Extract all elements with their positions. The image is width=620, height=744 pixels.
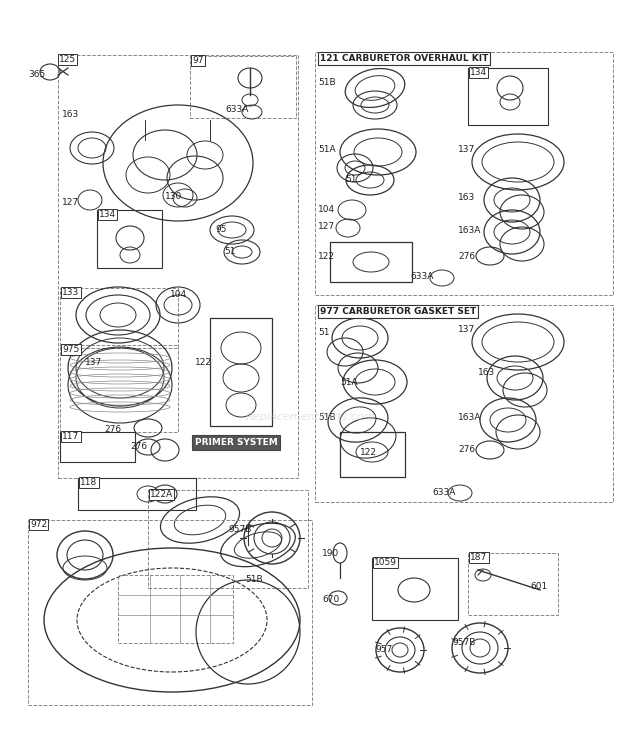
Bar [315, 305, 613, 502]
Text: 127: 127 [318, 222, 335, 231]
Bar [210, 318, 272, 426]
Text: 118: 118 [80, 478, 97, 487]
Text: 122: 122 [195, 358, 212, 367]
Text: 117: 117 [62, 432, 79, 441]
Text: 276: 276 [104, 425, 121, 434]
Text: 1059: 1059 [374, 558, 397, 567]
Text: 633A: 633A [410, 272, 433, 281]
Text: ReplacementParts.com: ReplacementParts.com [246, 411, 374, 422]
Text: 51: 51 [318, 328, 329, 337]
Text: 133: 133 [62, 288, 79, 297]
Bar [58, 55, 298, 478]
Text: 122A: 122A [150, 490, 173, 499]
Bar [97, 210, 162, 268]
Text: 137: 137 [85, 358, 102, 367]
Text: 163A: 163A [458, 226, 481, 235]
Text: 51A: 51A [318, 145, 335, 154]
Bar [340, 432, 405, 477]
Bar [60, 432, 135, 462]
Text: 137: 137 [458, 325, 476, 334]
Text: 633A: 633A [432, 488, 455, 497]
Text: 121 CARBURETOR OVERHAUL KIT: 121 CARBURETOR OVERHAUL KIT [320, 54, 489, 63]
Text: 97: 97 [192, 56, 203, 65]
Text: 975: 975 [62, 345, 79, 354]
Text: 670: 670 [322, 595, 339, 604]
Text: 134: 134 [470, 68, 487, 77]
Text: 125: 125 [59, 55, 76, 64]
Text: 190: 190 [322, 549, 339, 558]
Bar [468, 553, 558, 615]
Bar [28, 520, 312, 705]
Text: 51: 51 [224, 247, 236, 256]
Bar [60, 288, 178, 348]
Text: 977 CARBURETOR GASKET SET: 977 CARBURETOR GASKET SET [320, 307, 476, 316]
Text: PRIMER SYSTEM: PRIMER SYSTEM [195, 438, 278, 447]
Text: 276: 276 [458, 445, 475, 454]
Text: 134: 134 [99, 210, 116, 219]
Text: 130: 130 [165, 192, 182, 201]
Text: 163: 163 [62, 110, 79, 119]
Text: 51A: 51A [340, 378, 358, 387]
Text: 276: 276 [130, 442, 147, 451]
Text: 163: 163 [478, 368, 495, 377]
Text: 127: 127 [62, 198, 79, 207]
Text: 51B: 51B [318, 78, 335, 87]
Text: 51: 51 [345, 175, 356, 184]
Bar [60, 345, 178, 432]
Text: 163A: 163A [458, 413, 481, 422]
Text: 633A: 633A [225, 105, 249, 114]
Bar [118, 575, 233, 643]
Bar [190, 56, 296, 118]
Text: 51B: 51B [245, 575, 263, 584]
Bar [315, 52, 613, 295]
Text: 122: 122 [360, 448, 377, 457]
Text: 601: 601 [530, 582, 547, 591]
Text: 104: 104 [318, 205, 335, 214]
Text: 51B: 51B [318, 413, 335, 422]
Text: 365: 365 [28, 70, 45, 79]
Text: 957B: 957B [228, 525, 251, 534]
Text: 957: 957 [375, 645, 392, 654]
Text: 276: 276 [458, 252, 475, 261]
Bar [148, 490, 308, 588]
Text: 95: 95 [215, 225, 226, 234]
Text: 163: 163 [458, 193, 476, 202]
Text: 104: 104 [170, 290, 187, 299]
Text: 122: 122 [318, 252, 335, 261]
Bar [468, 68, 548, 125]
Text: 957B: 957B [452, 638, 476, 647]
Text: 137: 137 [458, 145, 476, 154]
Bar [372, 558, 458, 620]
Bar [330, 242, 412, 282]
Bar [78, 478, 196, 510]
Text: 972: 972 [30, 520, 47, 529]
Text: 187: 187 [470, 553, 487, 562]
